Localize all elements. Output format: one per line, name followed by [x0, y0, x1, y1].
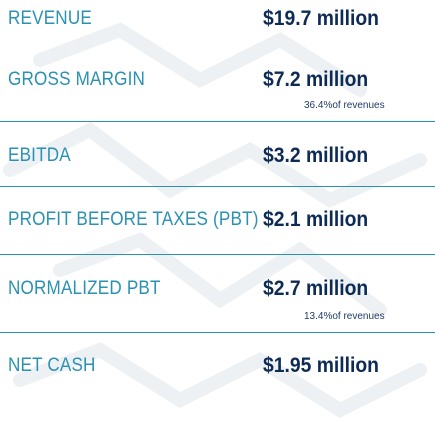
metric-value: $3.2 million [263, 144, 369, 167]
metric-label: PROFIT BEFORE TAXES (PBT) [8, 209, 259, 230]
metric-label: NORMALIZED PBT [8, 278, 161, 299]
metric-note: 13.4%of revenues [304, 311, 385, 322]
metric-value: $19.7 million [263, 7, 379, 30]
metric-note: 36.4%of revenues [304, 100, 385, 111]
metric-value: $1.95 million [263, 354, 379, 377]
row-divider [0, 121, 435, 122]
row-divider [0, 254, 435, 255]
metric-value: $2.1 million [263, 208, 369, 231]
row-divider [0, 332, 435, 333]
metric-value: $2.7 million [263, 277, 369, 300]
row-divider [0, 186, 435, 187]
metric-label: GROSS MARGIN [8, 69, 146, 90]
metric-label: NET CASH [8, 355, 96, 376]
metric-label: EBITDA [8, 145, 71, 166]
metric-label: REVENUE [8, 8, 92, 29]
metric-value: $7.2 million [263, 68, 369, 91]
